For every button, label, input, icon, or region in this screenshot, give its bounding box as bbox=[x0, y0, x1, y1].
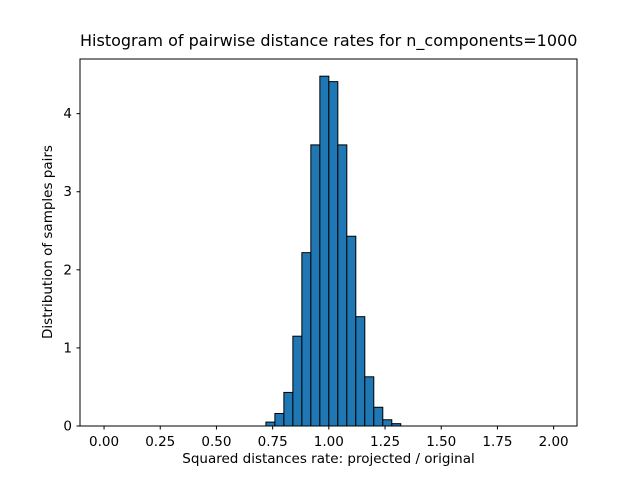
histogram-bar bbox=[283, 391, 294, 427]
x-tick-label: 0.00 bbox=[89, 434, 119, 450]
histogram-bar bbox=[355, 316, 366, 427]
x-tick-label: 0.50 bbox=[201, 434, 231, 450]
y-tick-label: 3 bbox=[63, 184, 72, 200]
x-axis-label: Squared distances rate: projected / orig… bbox=[182, 451, 475, 467]
histogram-bar bbox=[382, 419, 393, 427]
histogram-bar bbox=[373, 406, 384, 427]
x-tick-label: 1.00 bbox=[314, 434, 344, 450]
histogram-bar bbox=[364, 376, 375, 427]
x-tick-label: 1.25 bbox=[370, 434, 400, 450]
y-tick-label: 0 bbox=[63, 419, 72, 435]
histogram-bar bbox=[292, 335, 303, 427]
histogram-bar bbox=[346, 235, 357, 427]
x-tick-label: 1.75 bbox=[482, 434, 512, 450]
y-tick-label: 2 bbox=[63, 262, 72, 278]
x-tick-label: 2.00 bbox=[539, 434, 569, 450]
histogram-bar bbox=[337, 144, 348, 427]
x-tick-label: 0.25 bbox=[145, 434, 175, 450]
histogram-bar bbox=[265, 421, 276, 427]
histogram-bar bbox=[328, 81, 339, 427]
y-axis-label: Distribution of samples pairs bbox=[40, 145, 56, 339]
chart-title: Histogram of pairwise distance rates for… bbox=[80, 31, 578, 50]
histogram-bar bbox=[310, 144, 321, 427]
x-tick-label: 1.50 bbox=[426, 434, 456, 450]
y-tick-label: 4 bbox=[63, 106, 72, 122]
histogram-bar bbox=[274, 413, 285, 427]
histogram-bar bbox=[319, 75, 330, 427]
histogram-bar bbox=[301, 252, 312, 427]
x-tick-label: 0.75 bbox=[258, 434, 288, 450]
y-tick-label: 1 bbox=[63, 340, 72, 356]
